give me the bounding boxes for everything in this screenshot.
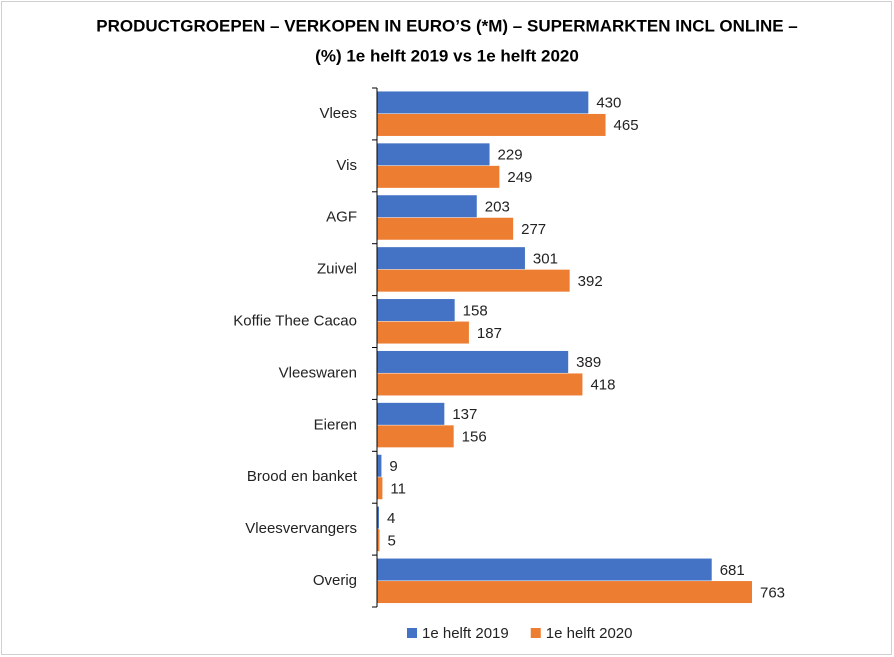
- data-label: 418: [590, 377, 615, 394]
- y-tick-label: Vis: [336, 157, 357, 174]
- data-label: 9: [389, 458, 397, 475]
- bar: [377, 373, 583, 396]
- data-label: 187: [477, 325, 502, 342]
- bar: [377, 402, 445, 425]
- bar: [377, 165, 500, 188]
- bar: [377, 506, 379, 529]
- data-label: 156: [462, 429, 487, 446]
- legend-swatch: [530, 628, 541, 638]
- y-tick-label: Vlees: [319, 105, 357, 122]
- bar: [377, 425, 454, 448]
- bar: [377, 195, 477, 218]
- bar: [377, 269, 570, 292]
- y-tick-label: Vleesvervangers: [245, 520, 357, 537]
- data-label: 158: [463, 302, 488, 319]
- bar: [377, 454, 382, 477]
- y-tick-label: Koffie Thee Cacao: [233, 313, 357, 330]
- data-label: 301: [533, 250, 558, 267]
- bar: [377, 477, 383, 500]
- chart-title: PRODUCTGROEPEN – VERKOPEN IN EURO’S (*M)…: [96, 16, 798, 35]
- legend-swatch: [407, 628, 417, 638]
- data-label: 681: [720, 562, 745, 579]
- data-label: 430: [596, 95, 621, 112]
- bar: [377, 113, 606, 136]
- legend-label: 1e helft 2020: [546, 625, 633, 642]
- y-tick-label: Vleeswaren: [279, 364, 357, 381]
- data-label: 203: [485, 198, 510, 215]
- y-tick-label: Brood en banket: [247, 468, 358, 485]
- bar: [377, 558, 712, 581]
- y-tick-label: Zuivel: [317, 261, 357, 278]
- bar: [377, 321, 469, 344]
- data-label: 137: [452, 406, 477, 423]
- data-label: 277: [521, 221, 546, 238]
- data-label: 763: [760, 584, 785, 601]
- bar: [377, 143, 490, 166]
- bar: [377, 350, 569, 373]
- data-label: 389: [576, 354, 601, 371]
- legend-label: 1e helft 2019: [422, 625, 509, 642]
- data-label: 4: [387, 510, 395, 527]
- y-tick-label: Overig: [313, 572, 357, 589]
- bar: [377, 581, 752, 604]
- bar: [377, 247, 525, 270]
- bar: [377, 91, 589, 114]
- y-tick-label: AGF: [326, 209, 357, 226]
- data-label: 392: [578, 273, 603, 290]
- y-tick-label: Eieren: [314, 416, 357, 433]
- data-label: 249: [507, 169, 532, 186]
- bar: [377, 299, 455, 322]
- data-label: 11: [390, 480, 406, 497]
- data-label: 465: [614, 117, 639, 134]
- data-label: 5: [387, 532, 395, 549]
- bar: [377, 529, 380, 552]
- data-label: 229: [498, 147, 523, 164]
- bar: [377, 217, 514, 240]
- chart-title: (%) 1e helft 2019 vs 1e helft 2020: [315, 46, 579, 65]
